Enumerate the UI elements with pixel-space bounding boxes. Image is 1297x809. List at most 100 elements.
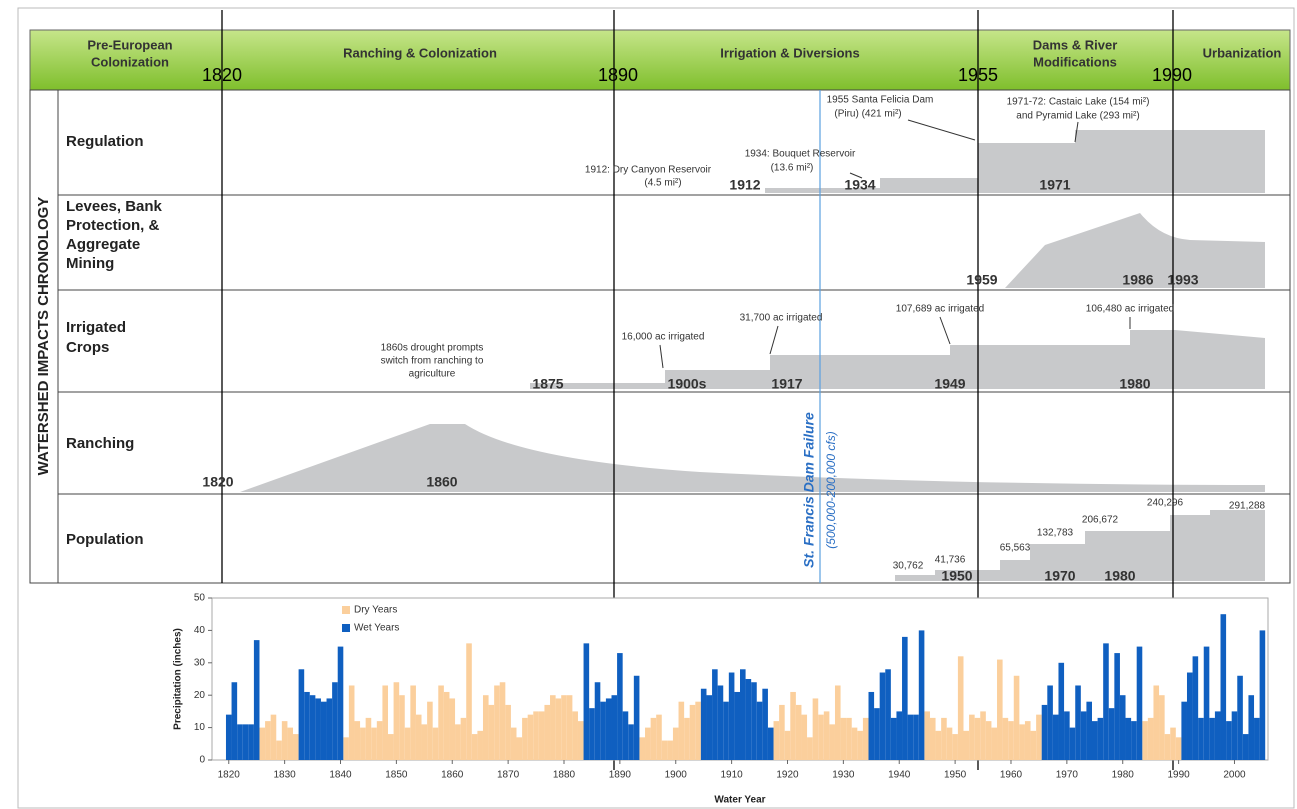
annotation: (4.5 mi²) [644, 178, 681, 189]
bar [834, 685, 841, 760]
bar [561, 695, 567, 760]
row-year: 1949 [934, 376, 965, 392]
bar [572, 711, 578, 760]
bar [605, 698, 612, 760]
irrigation-area [530, 330, 1265, 389]
bar [320, 701, 327, 760]
bar [874, 708, 880, 760]
y-axis-label: Precipitation (inches) [173, 628, 184, 730]
y-tick-label: 0 [199, 755, 205, 766]
population-label: 65,563 [1000, 543, 1031, 554]
bar [740, 669, 746, 760]
bar [600, 701, 606, 760]
x-tick-label: 1900 [665, 770, 688, 781]
bar [432, 727, 439, 760]
bar [622, 711, 629, 760]
annotation: (13.6 mi²) [771, 163, 814, 174]
bar [253, 640, 260, 760]
bar [527, 714, 534, 760]
population-label: 240,296 [1147, 498, 1184, 509]
bar [1209, 717, 1215, 760]
bar [1125, 717, 1132, 760]
bar [924, 711, 930, 760]
bar [427, 701, 433, 760]
bar [851, 727, 858, 760]
bar [225, 714, 232, 760]
bar [259, 727, 266, 760]
era-label: Colonization [91, 54, 169, 69]
legend-label: Wet Years [354, 623, 399, 634]
dam-failure-label: St. Francis Dam Failure [801, 412, 817, 568]
bar [890, 717, 897, 760]
bar [1136, 646, 1143, 760]
x-tick-label: 2000 [1223, 770, 1246, 781]
bar [829, 724, 835, 760]
bar [482, 695, 489, 760]
bar [265, 721, 271, 760]
bar [907, 714, 914, 760]
bar [1041, 704, 1048, 760]
bar [684, 717, 690, 760]
bar [818, 714, 824, 760]
x-tick-label: 1980 [1112, 770, 1135, 781]
bar [980, 711, 986, 760]
era-label: Dams & River [1033, 37, 1118, 52]
bar [421, 724, 428, 760]
bar [555, 698, 562, 760]
bar [672, 727, 679, 760]
bar [1186, 672, 1193, 760]
x-tick-label: 1940 [888, 770, 911, 781]
bar [577, 721, 584, 760]
bar [304, 691, 310, 760]
pointer [659, 344, 664, 369]
bar [522, 717, 528, 760]
row-label: Crops [66, 339, 109, 356]
bar [544, 704, 551, 760]
row-year: 1900s [668, 376, 707, 392]
bar [1075, 685, 1081, 760]
annotation: switch from ranching to [381, 356, 484, 367]
row-year: 1971 [1039, 177, 1070, 193]
bar [298, 669, 305, 760]
bar [1181, 701, 1187, 760]
era-label: Irrigation & Diversions [720, 45, 859, 60]
x-tick-label: 1920 [776, 770, 799, 781]
bar [365, 717, 372, 760]
bar [1108, 708, 1115, 760]
dam-failure-flow: (500,000-200,000 cfs) [824, 431, 838, 548]
bar [762, 688, 768, 760]
rows-frame [29, 89, 1291, 584]
bar [1069, 727, 1076, 760]
bar [1064, 711, 1070, 760]
x-tick-label: 1840 [329, 770, 352, 781]
row-year: 1993 [1167, 272, 1198, 288]
era-year: 1890 [598, 65, 638, 85]
bar [499, 682, 506, 760]
era-label: Pre-European [87, 37, 172, 52]
bar [399, 695, 405, 760]
x-tick-label: 1860 [441, 770, 464, 781]
bar [1170, 727, 1176, 760]
bar [566, 695, 573, 760]
y-tick-label: 20 [194, 690, 206, 701]
bar [471, 734, 478, 760]
bar [611, 695, 618, 760]
bar [242, 724, 249, 760]
bar [354, 721, 361, 760]
bar [678, 701, 685, 760]
y-tick-label: 30 [194, 657, 206, 668]
bar [1036, 714, 1042, 760]
bar [309, 695, 316, 760]
population-label: 206,672 [1082, 515, 1119, 526]
bar [756, 701, 763, 760]
row-label: Irrigated [66, 319, 126, 336]
bar [281, 721, 288, 760]
x-tick-label: 1950 [944, 770, 967, 781]
bar [1153, 685, 1160, 760]
era-label: Urbanization [1203, 45, 1282, 60]
bar [1254, 717, 1260, 760]
bar [1175, 737, 1182, 760]
bar [404, 727, 411, 760]
bar [857, 730, 863, 760]
